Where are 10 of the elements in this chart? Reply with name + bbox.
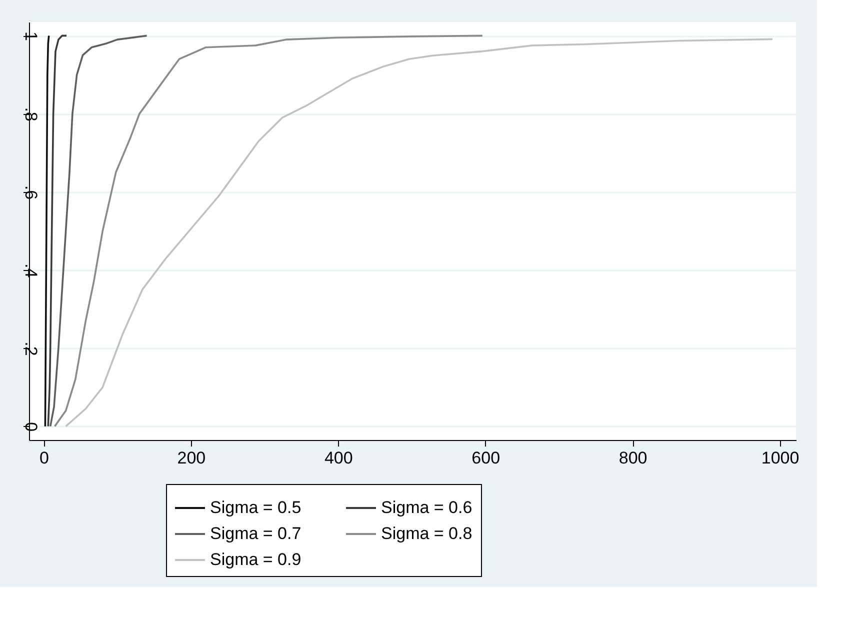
legend-label: Sigma = 0.7 <box>210 524 302 543</box>
legend-label: Sigma = 0.6 <box>381 498 472 517</box>
legend-label: Sigma = 0.8 <box>381 524 472 543</box>
legend-label: Sigma = 0.9 <box>210 550 302 569</box>
x-tick-label: 400 <box>324 448 353 468</box>
x-tick-label: 200 <box>177 448 206 468</box>
x-tick-label: 800 <box>618 448 648 468</box>
x-tick-label: 1000 <box>761 448 800 468</box>
legend-label: Sigma = 0.5 <box>210 498 302 517</box>
x-tick-label: 600 <box>472 448 500 468</box>
